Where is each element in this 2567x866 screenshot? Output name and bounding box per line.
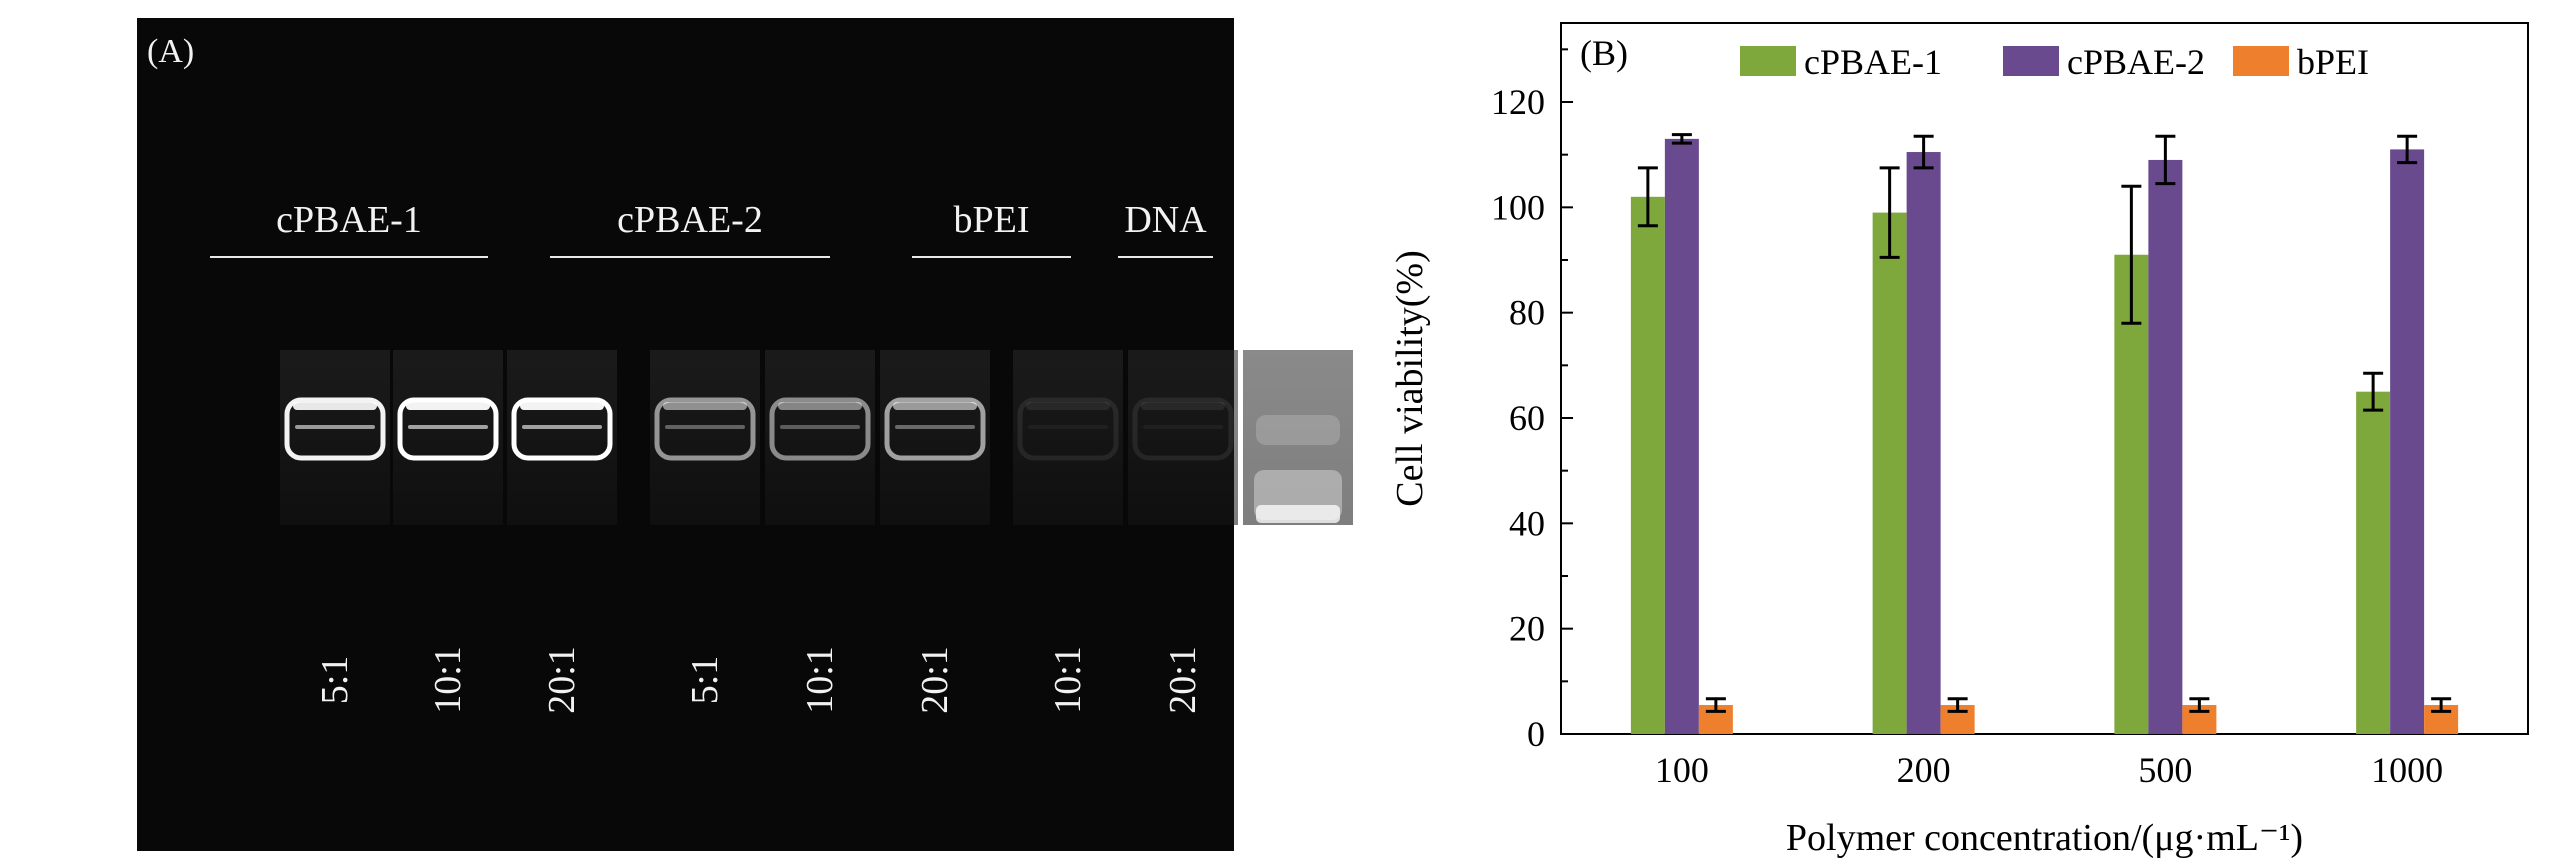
gel-band-mid [522,425,602,429]
gel-lane [1243,350,1353,525]
gel-ratio-label: 10:1 [1047,646,1089,714]
gel-band-top [663,402,747,410]
gel-band [511,397,613,461]
y-tick-label: 120 [1491,82,1545,122]
gel-band-top [520,402,604,410]
gel-band [654,397,756,461]
gel-ratio-label: 20:1 [541,646,583,714]
gel-band-mid [665,425,745,429]
gel-ratio-label: 10:1 [427,646,469,714]
gel-band-mid [780,425,860,429]
y-tick-label: 100 [1491,187,1545,227]
legend-swatch [2003,46,2059,76]
x-tick-label: 200 [1897,750,1951,790]
gel-lane [1128,350,1238,525]
panel-b-label: (B) [1580,33,1628,73]
gel-band-mid [1028,425,1108,429]
bar-cpbae-2 [2390,149,2425,734]
legend-swatch [1740,46,1796,76]
x-tick-label: 100 [1655,750,1709,790]
panel-a-label: (A) [147,33,194,70]
gel-band [1256,415,1340,445]
gel-band-mid [408,425,488,429]
gel-lane [507,350,617,525]
gel-band-mid [895,425,975,429]
x-tick-label: 500 [2138,750,2192,790]
y-tick-label: 0 [1527,714,1545,754]
gel-band [884,397,986,461]
gel-group-label: DNA [1124,199,1207,241]
gel-band-mid [295,425,375,429]
x-tick-label: 1000 [2371,750,2443,790]
gel-group-label: bPEI [954,199,1030,241]
bar-cpbae-1 [2356,391,2391,734]
gel-ratio-label: 5:1 [684,656,726,705]
gel-band-top [1026,402,1110,410]
y-tick-label: 80 [1509,293,1545,333]
gel-group-label: cPBAE-1 [276,199,422,241]
gel-band-top [893,402,977,410]
gel-panel-content: (A) cPBAE-1 cPBAE-2 bPEI DNA 5:1 10:1 20:1 5:1 10… [147,33,1353,714]
legend-label: bPEI [2297,42,2369,82]
bar-cpbae-1 [1630,196,1665,735]
gel-ratio-label: 10:1 [799,646,841,714]
legend-label: cPBAE-1 [1804,42,1942,82]
gel-band-top [293,402,377,410]
gel-ratio-label: 20:1 [914,646,956,714]
gel-band-mid [1143,425,1223,429]
gel-lane [393,350,503,525]
gel-ratio-label: 20:1 [1162,646,1204,714]
gel-band-top [406,402,490,410]
bar-cpbae-1 [1872,212,1907,735]
bar-cpbae-2 [1906,152,1941,735]
bar-cpbae-2 [1664,138,1699,734]
gel-lane [280,350,390,525]
gel-band-dna-front [1256,505,1340,523]
y-tick-label: 60 [1509,398,1545,438]
gel-band [1017,397,1119,461]
gel-band-top [1141,402,1225,410]
bar-cpbae-1 [2114,254,2149,734]
gel-band [769,397,871,461]
gel-lane [1013,350,1123,525]
y-axis-title: Cell viability(%) [1389,250,1431,506]
plot-frame [1560,22,2529,735]
gel-lane [765,350,875,525]
gel-lane [880,350,990,525]
gel-band [284,397,386,461]
gel-ratio-label: 5:1 [314,656,356,705]
y-tick-label: 40 [1509,503,1545,543]
legend-swatch [2233,46,2289,76]
y-tick-label: 20 [1509,609,1545,649]
gel-lane [650,350,760,525]
gel-band [397,397,499,461]
gel-group-label: cPBAE-2 [617,199,763,241]
gel-band-top [778,402,862,410]
chart-panel: 0 20 40 60 80 100 120 100 200 500 1000 (B) cPBAE-1 cP… [1389,22,2529,859]
gel-band [1132,397,1234,461]
legend-label: cPBAE-2 [2067,42,2205,82]
bar-cpbae-2 [2148,159,2183,734]
x-axis-title: Polymer concentration/(μg·mL⁻¹) [1786,817,2303,859]
